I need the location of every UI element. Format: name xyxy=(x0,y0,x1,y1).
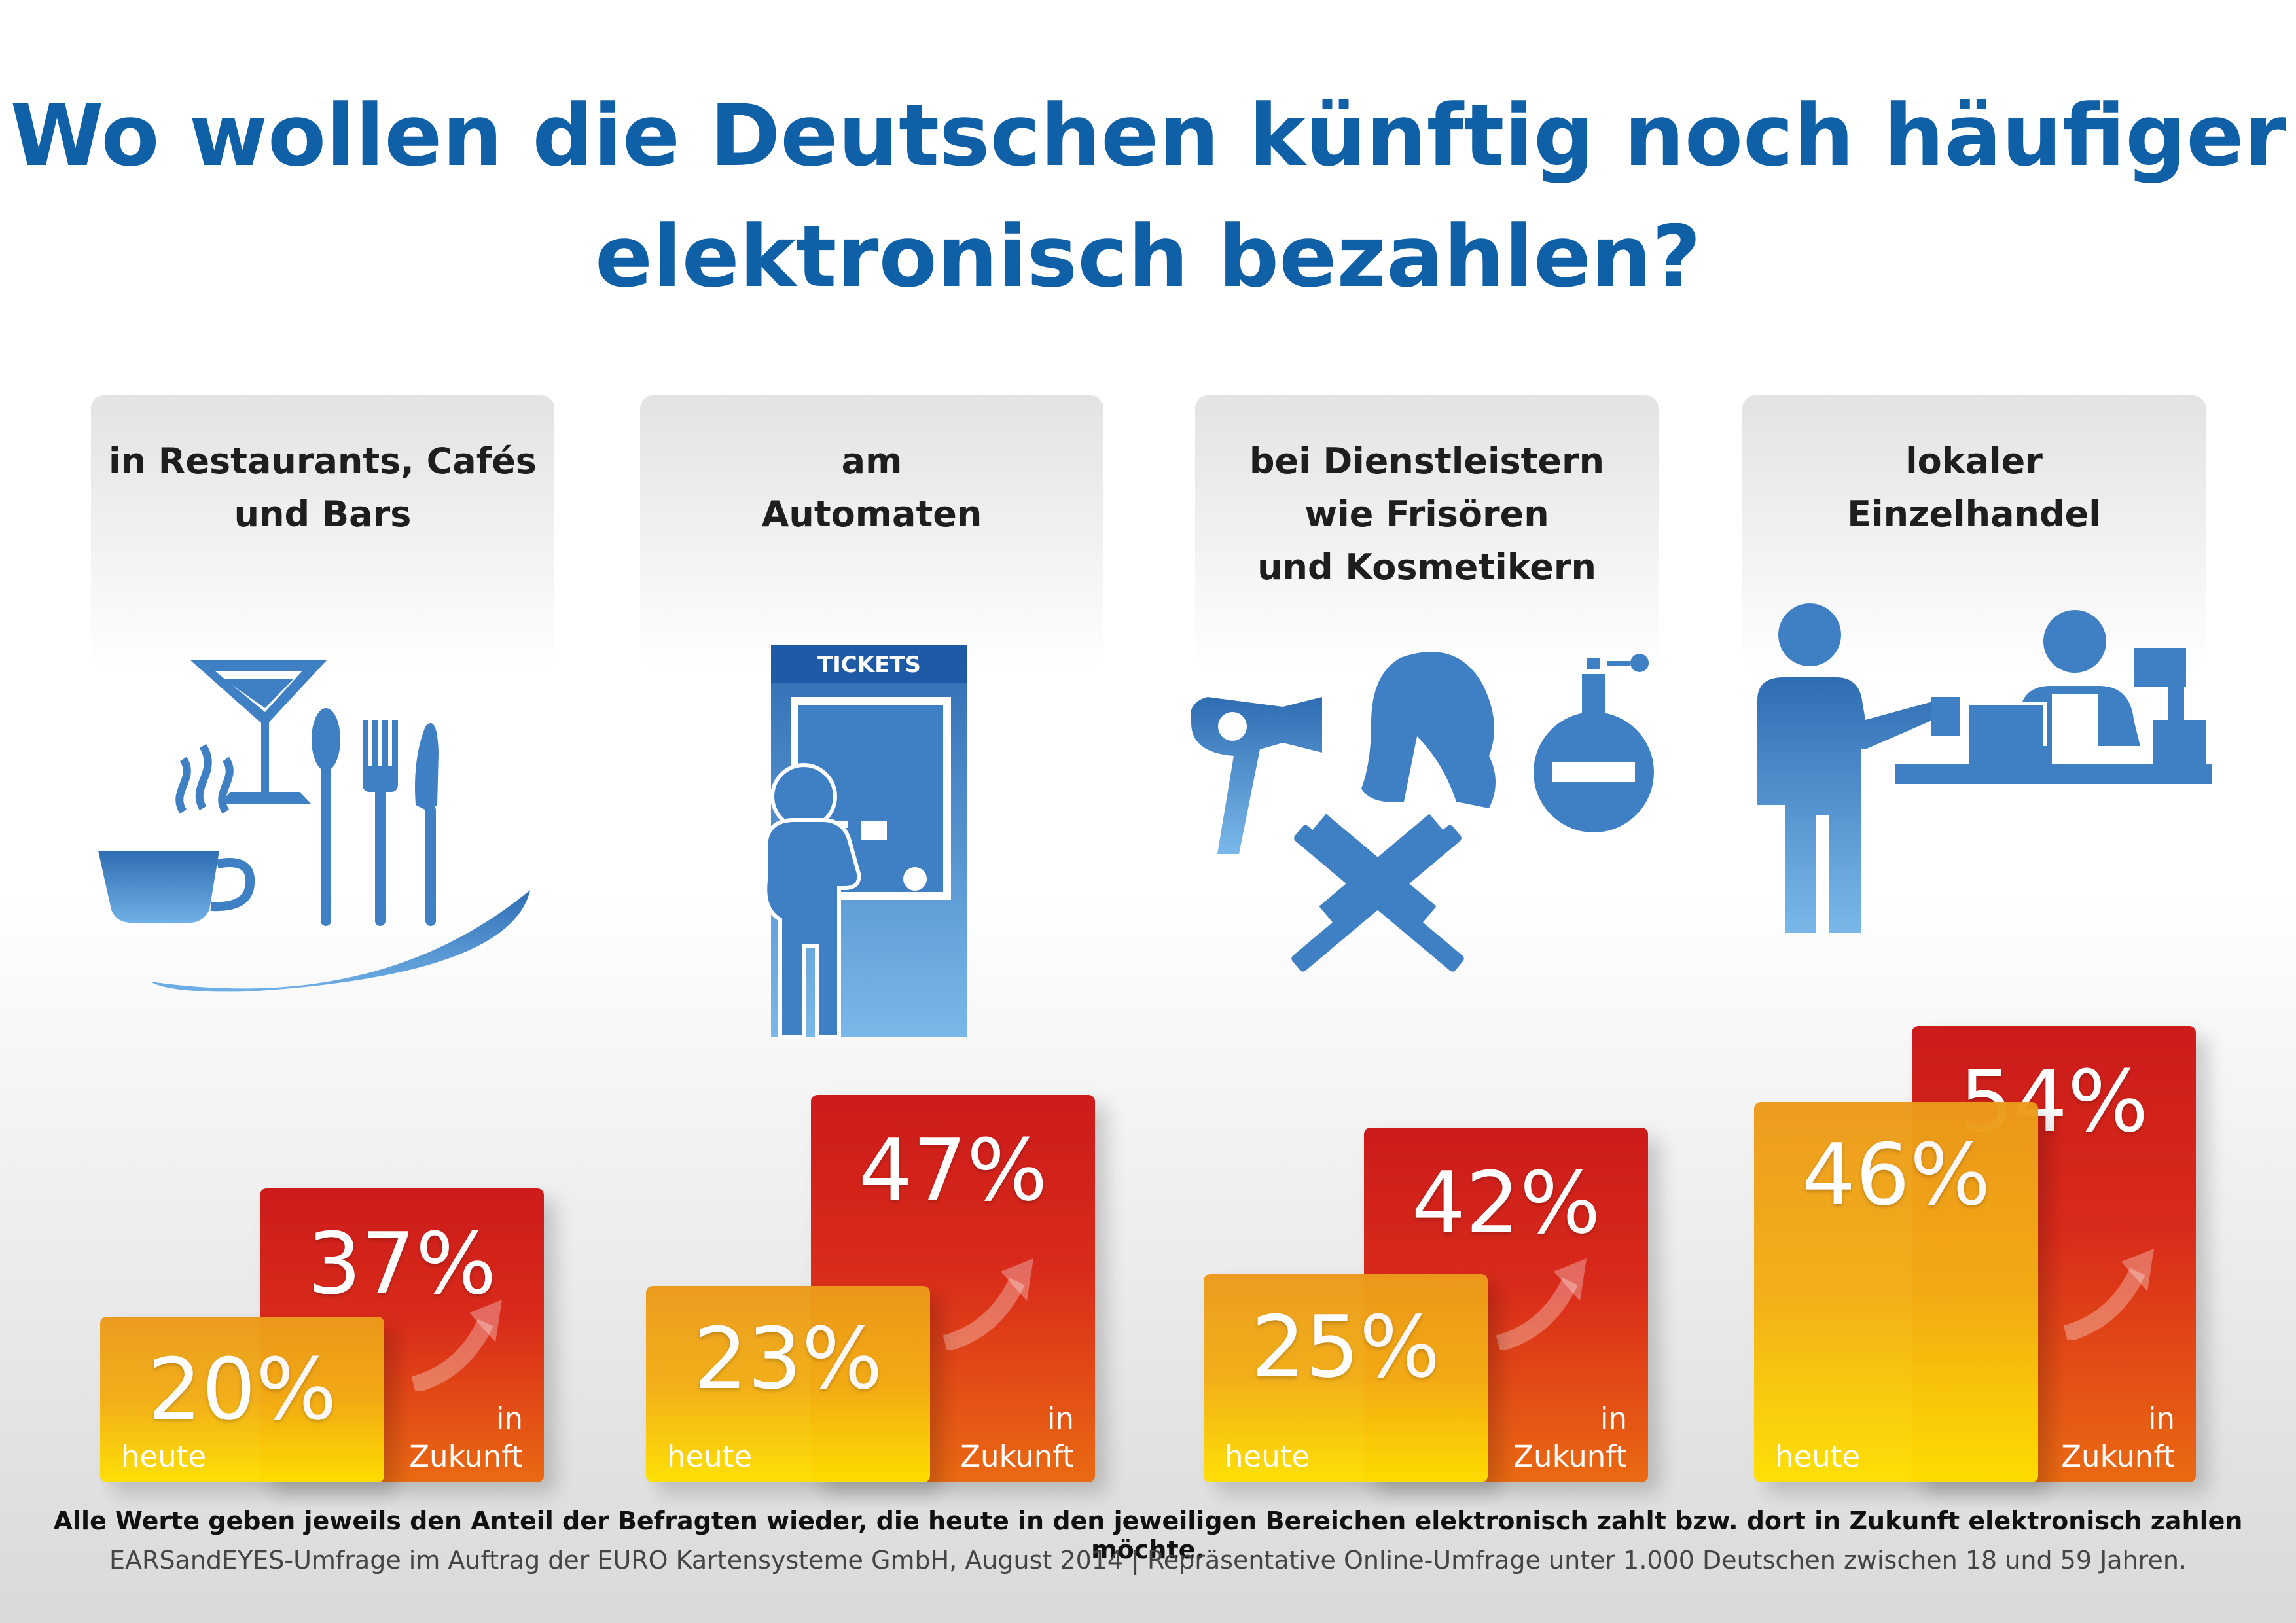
footnote: Alle Werte geben jeweils den Anteil der … xyxy=(53,1507,2243,1564)
source-line: EARSandEYES-Umfrage im Auftrag der EURO … xyxy=(109,1546,2187,1575)
bar-category-label: heute xyxy=(1225,1439,1310,1474)
bar-einzelhandel-today: 46% heute xyxy=(1754,1102,2038,1482)
ticket-machine-icon: TICKETS xyxy=(763,645,967,1039)
restaurant-icon xyxy=(98,660,530,992)
hairdresser-icon xyxy=(1191,652,1654,972)
bar-category-label: in Zukunft xyxy=(2061,1401,2175,1474)
bar-category-label: in Zukunft xyxy=(409,1401,523,1474)
bar-value-label: 46% xyxy=(1801,1125,1991,1224)
category-label: lokaler Einzelhandel xyxy=(1847,440,2101,535)
category-label: in Restaurants, Cafés und Bars xyxy=(109,440,537,535)
bar-category-label: heute xyxy=(667,1439,753,1474)
bar-restaurants-today: 20% heute xyxy=(100,1317,384,1482)
bar-value-label: 37% xyxy=(307,1214,497,1313)
category-label: am Automaten xyxy=(761,440,982,535)
category-label: bei Dienstleistern wie Frisören und Kosmet… xyxy=(1249,440,1605,588)
arrow-up-icon xyxy=(2063,1249,2154,1340)
arrow-up-icon xyxy=(942,1258,1033,1350)
bar-value-label: 23% xyxy=(693,1309,883,1408)
bar-category-label: heute xyxy=(121,1439,207,1474)
bar-value-label: 25% xyxy=(1251,1297,1441,1397)
bar-category-label: in Zukunft xyxy=(960,1401,1074,1474)
category-card-automaten: am Automaten xyxy=(640,395,1103,670)
bar-value-label: 42% xyxy=(1411,1153,1601,1253)
bar-automaten-today: 23% heute xyxy=(646,1286,930,1482)
category-card-dienstleister: bei Dienstleistern wie Frisören und Kosmet… xyxy=(1195,395,1659,670)
bar-category-label: heute xyxy=(1775,1439,1861,1474)
category-card-restaurants: in Restaurants, Cafés und Bars xyxy=(91,395,554,670)
arrow-up-icon xyxy=(1496,1258,1587,1350)
page-title: Wo wollen die Deutschen künftig noch häu… xyxy=(10,86,2286,306)
bar-value-label: 47% xyxy=(858,1120,1048,1220)
shop-counter-icon xyxy=(1757,603,2212,933)
bar-value-label: 20% xyxy=(147,1340,337,1439)
arrow-up-icon xyxy=(411,1300,502,1391)
bar-category-label: in Zukunft xyxy=(1513,1401,1627,1474)
bar-dienstleister-today: 25% heute xyxy=(1204,1274,1488,1482)
ticket-sign: TICKETS xyxy=(817,652,921,678)
